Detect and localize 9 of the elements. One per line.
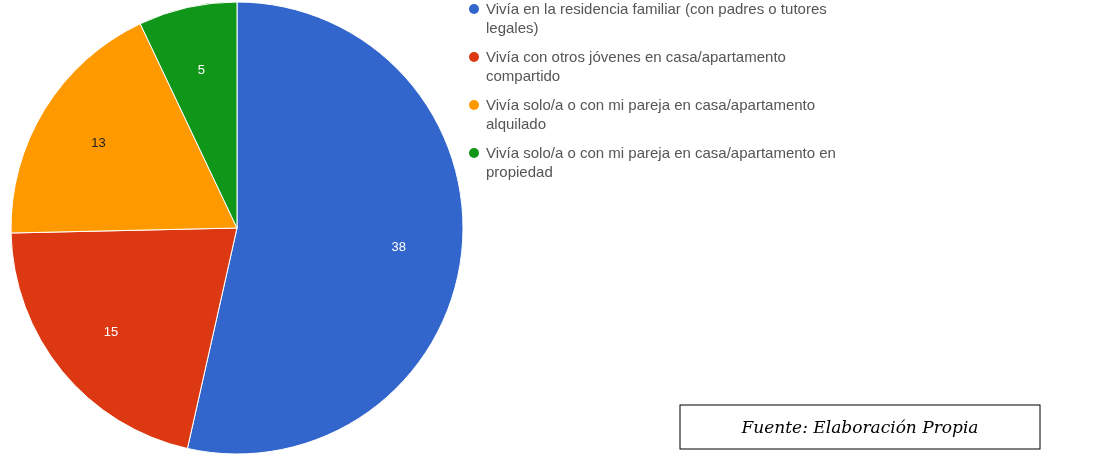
data-label: 13	[91, 135, 106, 151]
source-note: Fuente: Elaboración Propia	[740, 417, 979, 437]
legend-label: Vivía en la residencia familiar (con padres o tutores legales)	[486, 0, 827, 36]
data-label: 15	[103, 323, 119, 339]
legend-label: Vivía solo/a o con mi pareja en casa/apartamento en propiedad	[486, 144, 836, 180]
legend-label: Vivía solo/a o con mi pareja en casa/apartamento alquilado	[486, 96, 816, 132]
legend-label: Vivía con otros jóvenes en casa/apartamento compartido	[486, 48, 786, 84]
data-label: 5	[197, 61, 205, 77]
data-label: 38	[391, 238, 406, 254]
